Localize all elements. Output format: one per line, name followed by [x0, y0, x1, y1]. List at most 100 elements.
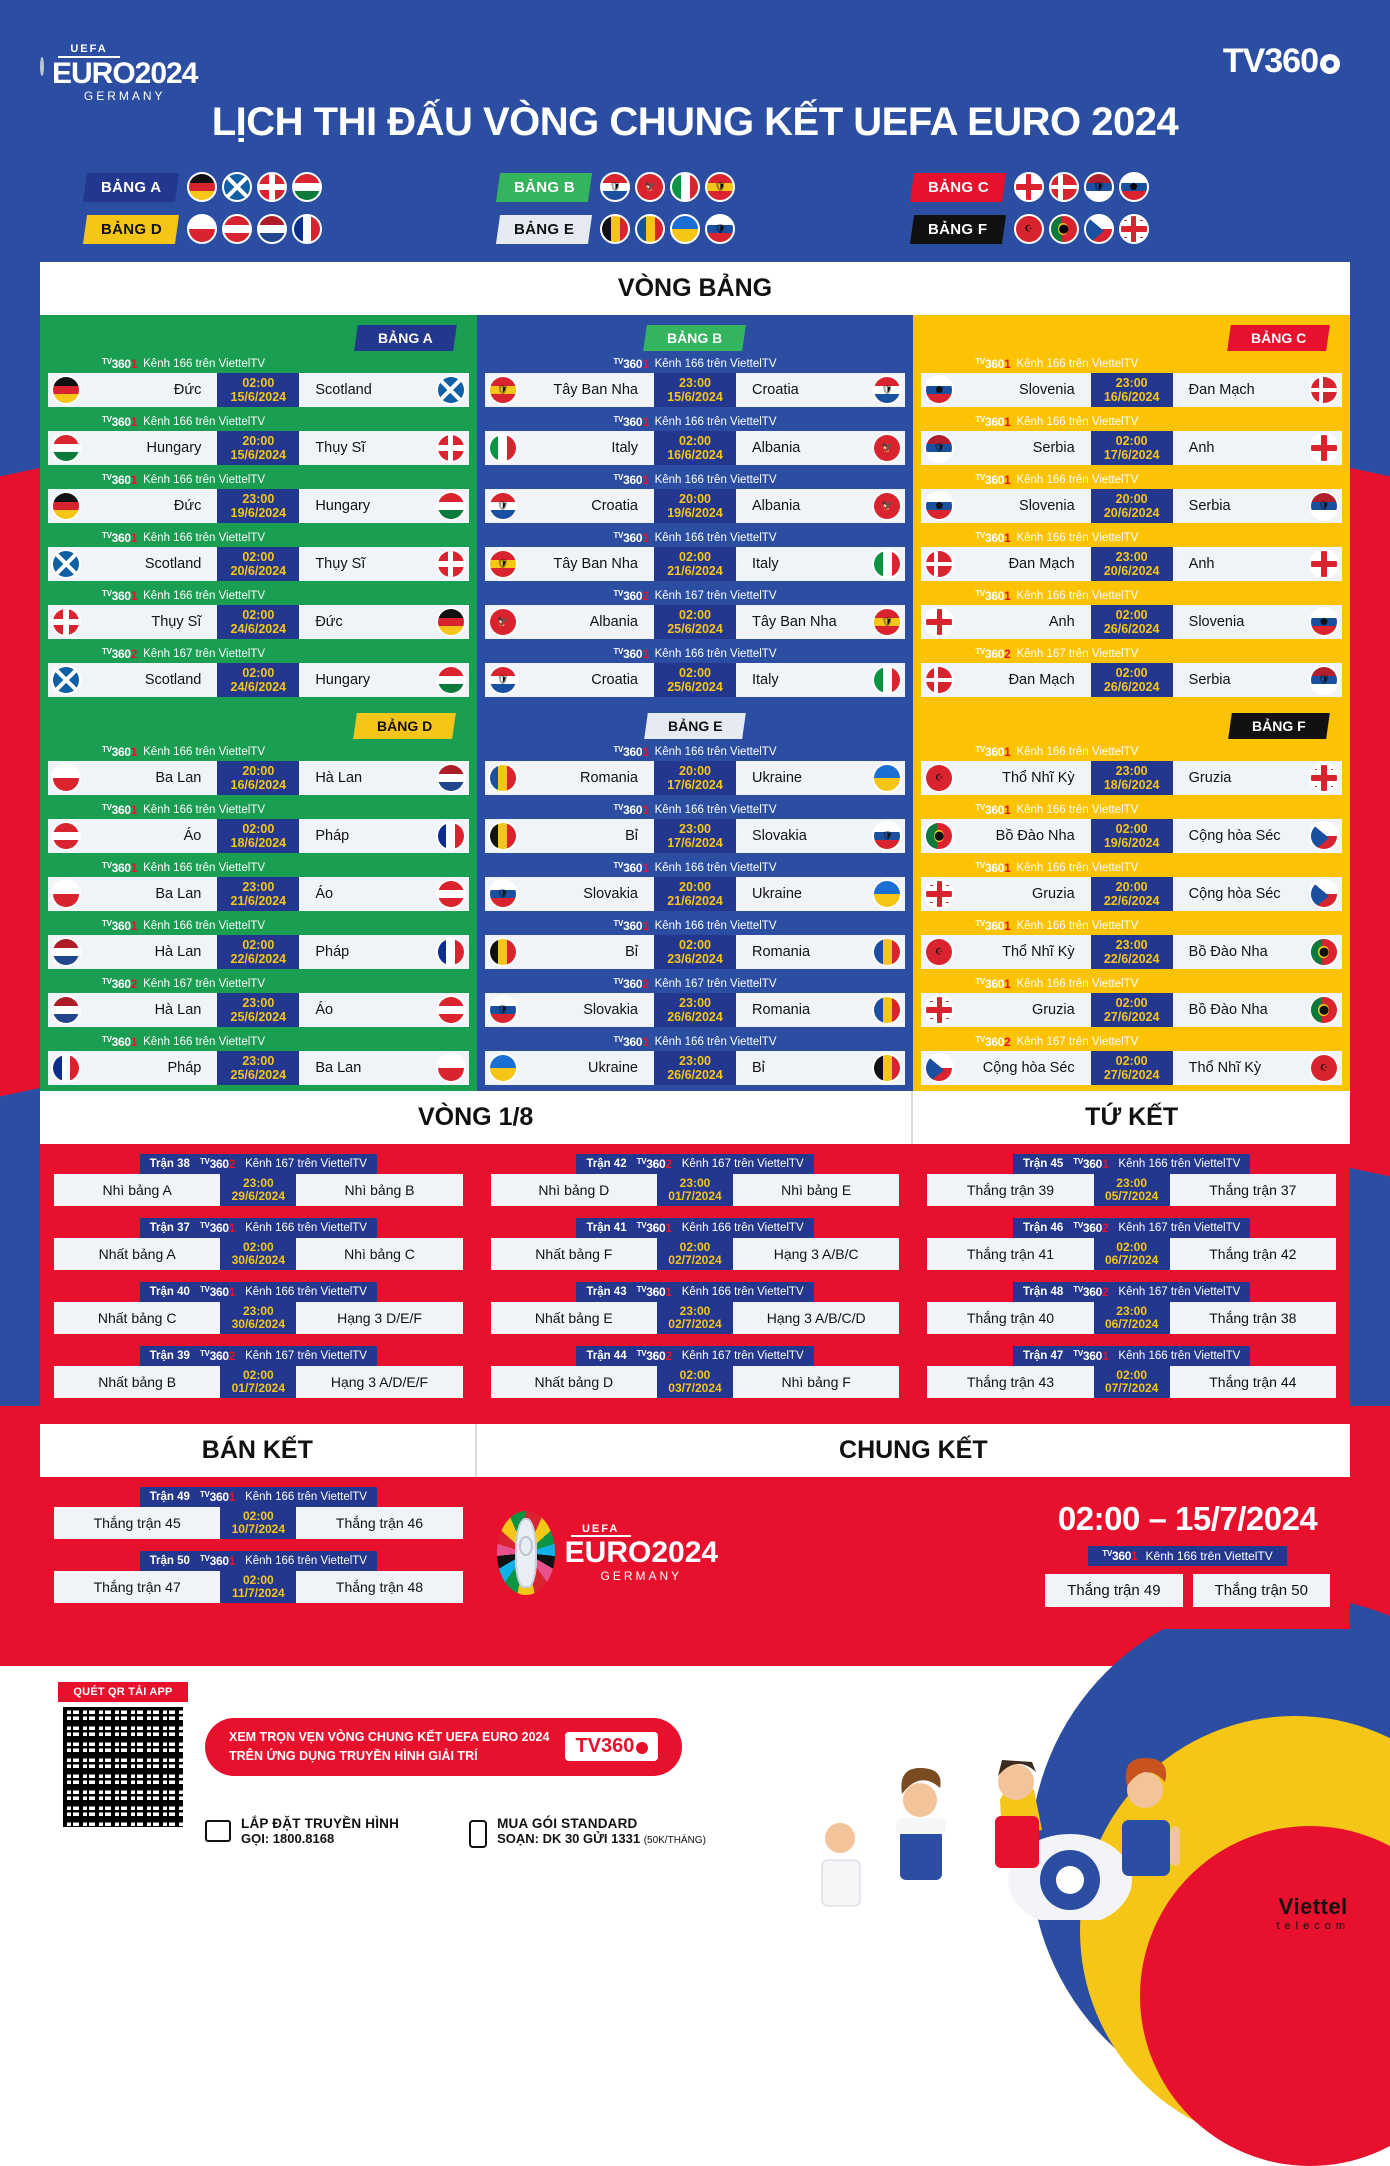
knockout-match[interactable]: Trận 49 TV3601 Kênh 166 trên ViettelTV Thắn…: [54, 1487, 463, 1539]
match-row[interactable]: TV3601 Kênh 166 trên ViettelTV Ba Lan 20:00…: [40, 743, 477, 801]
away-team-name: Đức: [315, 614, 343, 630]
match-row[interactable]: TV3601 Kênh 166 trên ViettelTV Gruzia 20:00…: [913, 859, 1350, 917]
match-row[interactable]: TV3602 Kênh 167 trên ViettelTV Hà Lan 23:00…: [40, 975, 477, 1033]
knockout-match[interactable]: Trận 46 TV3602 Kênh 167 trên ViettelTV Thắn…: [927, 1218, 1336, 1270]
match-row[interactable]: TV3601 Kênh 166 trên ViettelTV Đức 02:00 15/…: [40, 355, 477, 413]
match-row[interactable]: TV3601 Kênh 166 trên ViettelTV Ba Lan 23:00…: [40, 859, 477, 917]
away-team: Đức: [299, 605, 469, 639]
knockout-match[interactable]: Trận 47 TV3601 Kênh 166 trên ViettelTV Thắn…: [927, 1346, 1336, 1398]
flag-rs-icon: 🛡: [1308, 491, 1339, 521]
home-team-name: Tây Ban Nha: [553, 382, 638, 398]
match-row[interactable]: TV3601 Kênh 166 trên ViettelTV Hungary 20:0…: [40, 413, 477, 471]
knockout-match[interactable]: Trận 39 TV3602 Kênh 167 trên ViettelTV Nhất…: [54, 1346, 463, 1398]
away-team-name: Scotland: [315, 382, 372, 398]
group-chip-A[interactable]: BẢNG A: [82, 168, 478, 206]
home-team-name: Đan Mạch: [1008, 672, 1075, 688]
euro-logo: UEFA EURO2024 GERMANY: [42, 28, 198, 118]
match-row[interactable]: TV3602 Kênh 167 trên ViettelTV 🛡 Slovakia 23…: [477, 975, 914, 1033]
match-row[interactable]: TV3601 Kênh 166 trên ViettelTV 🛡 Tây Ban Nh…: [477, 529, 914, 587]
tv360-mark-icon: TV3601: [975, 531, 1011, 545]
home-team: 🛡 Croatia: [484, 489, 654, 523]
match-row[interactable]: TV3601 Kênh 166 trên ViettelTV ☪ Thổ Nhĩ Kỳ…: [913, 743, 1350, 801]
kickoff-date: 16/6/2024: [667, 448, 723, 462]
knockout-match[interactable]: Trận 40 TV3601 Kênh 166 trên ViettelTV Nhất…: [54, 1282, 463, 1334]
match-time: 02:00 10/7/2024: [220, 1507, 297, 1539]
match-row[interactable]: TV3601 Kênh 166 trên ViettelTV Italy 02:00 1…: [477, 413, 914, 471]
tv-icon: [205, 1820, 231, 1842]
match-row[interactable]: TV3601 Kênh 166 trên ViettelTV Gruzia 02:00…: [913, 975, 1350, 1033]
away-team-name: Serbia: [1188, 672, 1231, 688]
flag-it-icon: [872, 665, 903, 695]
knockout-match[interactable]: Trận 41 TV3601 Kênh 166 trên ViettelTV Nhất…: [490, 1218, 900, 1270]
knockout-match[interactable]: Trận 37 TV3601 Kênh 166 trên ViettelTV Nhất…: [54, 1218, 463, 1270]
group-chip-label: BẢNG E: [496, 214, 593, 244]
match-row[interactable]: TV3601 Kênh 166 trên ViettelTV Đức 23:00 19/…: [40, 471, 477, 529]
group-chip-E[interactable]: BẢNG E 🛡: [496, 210, 891, 248]
match-row[interactable]: TV3602 Kênh 167 trên ViettelTV Cộng hòa Sé…: [913, 1033, 1350, 1091]
match-row[interactable]: TV3601 Kênh 166 trên ViettelTV ☪ Thổ Nhĩ Kỳ…: [913, 917, 1350, 975]
match-row[interactable]: TV3601 Kênh 166 trên ViettelTV Anh 02:00 26/…: [913, 587, 1350, 645]
qr-code-icon[interactable]: [58, 1702, 188, 1832]
match-row[interactable]: TV3601 Kênh 166 trên ViettelTV Bỉ 23:00 17/6…: [477, 801, 914, 859]
match-row[interactable]: TV3601 Kênh 166 trên ViettelTV 🛡 Slovakia 20…: [477, 859, 914, 917]
group-chip-C[interactable]: BẢNG C 🛡 ⬟: [909, 168, 1305, 206]
match-row[interactable]: TV3601 Kênh 166 trên ViettelTV Áo 02:00 18/6…: [40, 801, 477, 859]
match-time: 02:00 18/6/2024: [217, 819, 300, 853]
home-team: ⬟ Slovenia: [921, 373, 1091, 407]
match-row[interactable]: TV3601 Kênh 166 trên ViettelTV Pháp 23:00 25…: [40, 1033, 477, 1091]
match-row[interactable]: TV3601 Kênh 166 trên ViettelTV 🛡 Serbia 02:0…: [913, 413, 1350, 471]
away-team-name: Hà Lan: [315, 770, 363, 786]
group-badge: BẢNG C: [1226, 325, 1330, 351]
flag-at-icon: [222, 214, 252, 244]
match-row[interactable]: TV3601 Kênh 166 trên ViettelTV 🛡 Croatia 20:…: [477, 471, 914, 529]
knockout-match[interactable]: Trận 42 TV3602 Kênh 167 trên ViettelTV Nhì …: [490, 1154, 900, 1206]
match-row[interactable]: TV3601 Kênh 166 trên ViettelTV 🛡 Tây Ban Nh…: [477, 355, 914, 413]
match-row[interactable]: TV3601 Kênh 166 trên ViettelTV Romania 20:0…: [477, 743, 914, 801]
match-row[interactable]: TV3601 Kênh 166 trên ViettelTV 🛡 Croatia 02:…: [477, 645, 914, 703]
group-chip-B[interactable]: BẢNG B 🛡 🦅 🛡: [496, 168, 891, 206]
away-team-name: Áo: [315, 1002, 334, 1018]
knockout-match[interactable]: Trận 44 TV3602 Kênh 167 trên ViettelTV Nhất…: [490, 1346, 900, 1398]
kickoff-time: 23:00: [679, 376, 711, 390]
match-row[interactable]: TV3601 Kênh 166 trên ViettelTV Hà Lan 02:00…: [40, 917, 477, 975]
match-time: 20:00 20/6/2024: [1090, 489, 1173, 523]
flag-be-icon: [872, 1053, 903, 1083]
match-number: Trận 50: [149, 1555, 190, 1567]
kickoff-date: 19/6/2024: [230, 506, 287, 520]
channel-label: Kênh 167 trên ViettelTV: [143, 648, 266, 660]
match-row[interactable]: TV3602 Kênh 167 trên ViettelTV Đan Mạch 02:…: [913, 645, 1350, 703]
match-row[interactable]: TV3601 Kênh 166 trên ViettelTV Scotland 02:…: [40, 529, 477, 587]
flag-de-icon: [435, 607, 466, 637]
group-chip-D[interactable]: BẢNG D: [82, 210, 478, 248]
match-row[interactable]: TV3601 Kênh 166 trên ViettelTV Bỉ 02:00 23/6…: [477, 917, 914, 975]
group-chip-label: BẢNG F: [909, 214, 1006, 244]
away-team: Romania: [736, 935, 906, 969]
kickoff-date: 19/6/2024: [1103, 836, 1160, 850]
kickoff-time: 02:00: [679, 666, 711, 680]
tv360-mark-icon: TV3601: [613, 473, 649, 487]
away-team: Hungary: [299, 489, 469, 523]
away-team: Nhì bảng C: [296, 1238, 463, 1270]
match-row[interactable]: TV3602 Kênh 167 trên ViettelTV 🦅 Albania 02:…: [477, 587, 914, 645]
match-row[interactable]: TV3602 Kênh 167 trên ViettelTV Scotland 02:…: [40, 645, 477, 703]
match-row[interactable]: TV3601 Kênh 166 trên ViettelTV Đan Mạch 23:…: [913, 529, 1350, 587]
channel-label: Kênh 166 trên ViettelTV: [1016, 474, 1139, 486]
knockout-match[interactable]: Trận 38 TV3602 Kênh 167 trên ViettelTV Nhì …: [54, 1154, 463, 1206]
match-row[interactable]: TV3601 Kênh 166 trên ViettelTV ⬟ Slovenia 23…: [913, 355, 1350, 413]
group-chip-F[interactable]: BẢNG F ☪ ⬤: [909, 210, 1305, 248]
tv360-mark-icon: TV3601: [1073, 1349, 1109, 1363]
tv360-mark-icon: TV3601: [613, 861, 649, 875]
knockout-match[interactable]: Trận 43 TV3601 Kênh 166 trên ViettelTV Nhất…: [490, 1282, 900, 1334]
away-team-name: Pháp: [315, 828, 350, 844]
away-team-name: Slovenia: [1188, 614, 1245, 630]
flag-hu-icon: [435, 665, 466, 695]
home-team: Gruzia: [921, 993, 1091, 1027]
match-row[interactable]: TV3601 Kênh 166 trên ViettelTV ⬤ Bồ Đào Nha…: [913, 801, 1350, 859]
channel-label: Kênh 166 trên ViettelTV: [654, 746, 777, 758]
knockout-match[interactable]: Trận 45 TV3601 Kênh 166 trên ViettelTV Thắn…: [927, 1154, 1336, 1206]
match-row[interactable]: TV3601 Kênh 166 trên ViettelTV ⬟ Slovenia 20…: [913, 471, 1350, 529]
knockout-match[interactable]: Trận 50 TV3601 Kênh 166 trên ViettelTV Thắn…: [54, 1551, 463, 1603]
knockout-match[interactable]: Trận 48 TV3602 Kênh 167 trên ViettelTV Thắn…: [927, 1282, 1336, 1334]
match-row[interactable]: TV3601 Kênh 166 trên ViettelTV Ukraine 23:0…: [477, 1033, 914, 1091]
match-row[interactable]: TV3601 Kênh 166 trên ViettelTV Thụy Sĩ 02:0…: [40, 587, 477, 645]
